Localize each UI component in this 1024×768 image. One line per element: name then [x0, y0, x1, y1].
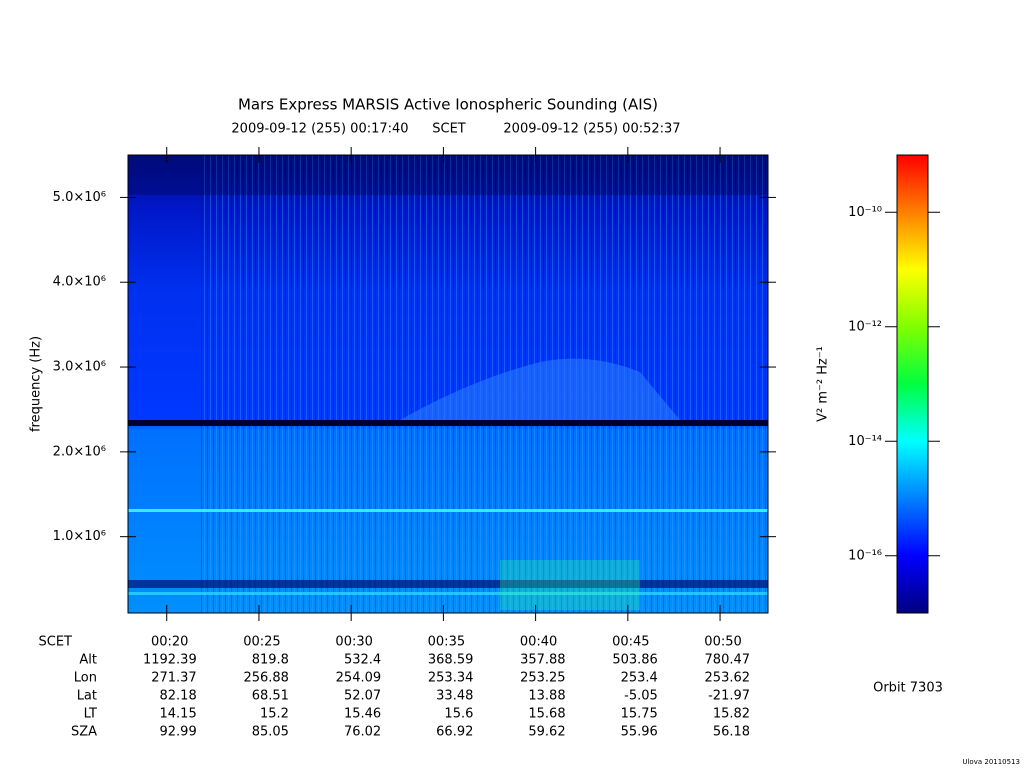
- ephemeris-value: 15.6: [444, 707, 473, 722]
- ephemeris-value: 780.47: [705, 653, 751, 668]
- ephemeris-value: 253.62: [705, 671, 751, 686]
- ephemeris-row-label: Alt: [79, 653, 97, 668]
- x-tick-label: 00:50: [704, 635, 741, 650]
- orbit: Orbit 7303: [873, 681, 943, 696]
- ephemeris-value: 256.88: [243, 671, 289, 686]
- spectrogram-band: [128, 420, 768, 426]
- time-system: SCET: [432, 122, 466, 137]
- ephemeris-value: 357.88: [520, 653, 566, 668]
- ephemeris-row-label: Lon: [74, 671, 97, 686]
- ephemeris-value: -21.97: [708, 689, 750, 704]
- ephemeris-value: 254.09: [336, 671, 382, 686]
- y-tick-label: 4.0×10⁶: [53, 275, 106, 290]
- ephemeris-value: 33.48: [436, 689, 473, 704]
- spectrogram-top: [128, 155, 768, 195]
- ephemeris-value: 15.46: [344, 707, 381, 722]
- spectrogram: [128, 155, 768, 613]
- ephemeris-value: -5.05: [624, 689, 658, 704]
- ephemeris-value: 85.05: [252, 725, 289, 740]
- y-tick-label: 1.0×10⁶: [53, 529, 106, 544]
- x-tick-label: 00:25: [243, 635, 280, 650]
- ephemeris-value: 68.51: [252, 689, 289, 704]
- spectrogram-trace: [400, 358, 680, 420]
- ephemeris-value: 55.96: [621, 725, 658, 740]
- ephemeris-value: 52.07: [344, 689, 381, 704]
- ephemeris-value: 82.18: [160, 689, 197, 704]
- spectrogram-line: [128, 509, 768, 512]
- y-tick-label: 3.0×10⁶: [53, 360, 106, 375]
- chart-title: Mars Express MARSIS Active Ionospheric S…: [238, 96, 658, 114]
- y-tick-label: 2.0×10⁶: [53, 444, 106, 459]
- ephemeris-row-label: Lat: [77, 689, 97, 704]
- y-tick-label: 5.0×10⁶: [53, 190, 106, 205]
- footer: Ulova 20110513: [962, 758, 1020, 766]
- spectrogram-band: [128, 580, 768, 588]
- colorbar-label: V² m⁻² Hz⁻¹: [816, 346, 831, 422]
- ephemeris-value: 1192.39: [143, 653, 197, 668]
- x-tick-label: 00:20: [151, 635, 188, 650]
- colorbar-tick-label: 10⁻¹²: [848, 319, 882, 334]
- ephemeris-value: 819.8: [252, 653, 289, 668]
- ephemeris-value: 532.4: [344, 653, 381, 668]
- ephemeris-value: 15.2: [260, 707, 289, 722]
- end-time: 2009-09-12 (255) 00:52:37: [503, 122, 680, 137]
- ephemeris-value: 15.82: [713, 707, 750, 722]
- colorbar-tick-label: 10⁻¹⁶: [848, 548, 882, 563]
- x-tick-label: 00:30: [335, 635, 372, 650]
- spectrogram-line: [128, 592, 768, 595]
- ephemeris-value: 503.86: [612, 653, 658, 668]
- colorbar: [896, 154, 929, 614]
- ephemeris-label: SCET: [39, 635, 73, 650]
- ephemeris-value: 271.37: [151, 671, 197, 686]
- colorbar-tick-label: 10⁻¹⁴: [848, 434, 882, 449]
- ephemeris-value: 56.18: [713, 725, 750, 740]
- ephemeris-value: 253.4: [621, 671, 658, 686]
- ephemeris-value: 14.15: [160, 707, 197, 722]
- ephemeris-row-label: SZA: [71, 725, 97, 740]
- ephemeris-value: 15.68: [528, 707, 565, 722]
- start-time: 2009-09-12 (255) 00:17:40: [231, 122, 408, 137]
- ephemeris-value: 92.99: [160, 725, 197, 740]
- ephemeris-value: 76.02: [344, 725, 381, 740]
- y-axis-label: frequency (Hz): [29, 336, 44, 432]
- ephemeris-value: 15.75: [621, 707, 658, 722]
- x-tick-label: 00:40: [520, 635, 557, 650]
- plot-frame: [127, 154, 769, 614]
- ephemeris-value: 66.92: [436, 725, 473, 740]
- ephemeris-value: 59.62: [528, 725, 565, 740]
- x-tick-label: 00:35: [428, 635, 465, 650]
- ephemeris-row-label: LT: [84, 707, 97, 722]
- spectrogram-patch: [500, 560, 640, 610]
- colorbar-tick-label: 10⁻¹⁰: [848, 205, 882, 220]
- ephemeris-value: 253.25: [520, 671, 566, 686]
- ephemeris-value: 13.88: [528, 689, 565, 704]
- ephemeris-value: 368.59: [428, 653, 474, 668]
- ephemeris-value: 253.34: [428, 671, 474, 686]
- x-tick-label: 00:45: [612, 635, 649, 650]
